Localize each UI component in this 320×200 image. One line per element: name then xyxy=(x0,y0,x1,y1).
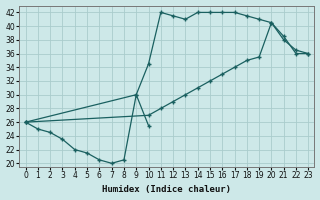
X-axis label: Humidex (Indice chaleur): Humidex (Indice chaleur) xyxy=(102,185,231,194)
